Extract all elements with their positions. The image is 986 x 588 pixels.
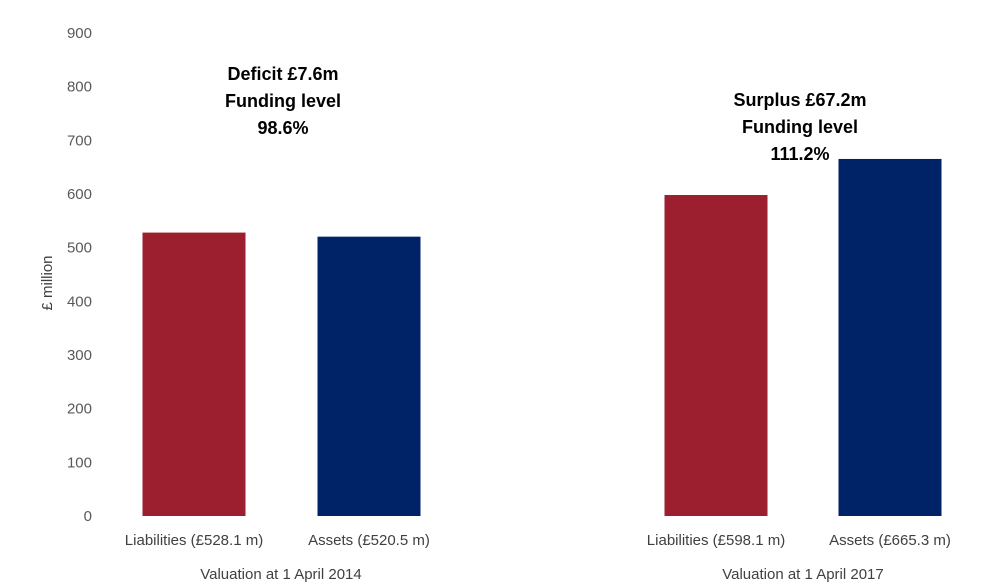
y-tick-label: 400: [67, 293, 92, 310]
bar-assets: [838, 158, 942, 516]
annotation-line: Deficit £7.6m: [227, 64, 338, 84]
y-tick-label: 200: [67, 401, 92, 418]
bars: [142, 158, 942, 517]
y-tick-label: 700: [67, 132, 92, 149]
y-tick-label: 300: [67, 347, 92, 364]
y-tick-label: 900: [67, 25, 92, 42]
bar-assets: [317, 236, 421, 517]
category-labels: Liabilities (£528.1 m) Assets (£520.5 m) L…: [125, 532, 951, 549]
group-labels: Valuation at 1 April 2014 Valuation at 1 …: [200, 566, 884, 583]
bar-liabilities: [142, 232, 246, 516]
bar-liabilities: [664, 195, 768, 517]
y-tick-label: 800: [67, 79, 92, 96]
y-axis-ticks: 0 100 200 300 400 500 600 700 800 900: [67, 25, 92, 525]
category-label: Liabilities (£598.1 m): [647, 532, 785, 549]
y-tick-label: 0: [84, 508, 92, 525]
y-axis-title: £ million: [39, 255, 56, 310]
annotations: Deficit £7.6m Funding level 98.6% Surplus £…: [225, 64, 867, 164]
annotation-line: Funding level: [225, 91, 341, 111]
category-label: Liabilities (£528.1 m): [125, 532, 263, 549]
group-label: Valuation at 1 April 2017: [722, 566, 884, 583]
y-tick-label: 500: [67, 240, 92, 257]
category-label: Assets (£665.3 m): [829, 532, 951, 549]
y-tick-label: 600: [67, 186, 92, 203]
category-label: Assets (£520.5 m): [308, 532, 430, 549]
annotation-line: 111.2%: [770, 144, 829, 164]
annotation-line: 98.6%: [257, 118, 308, 138]
y-tick-label: 100: [67, 454, 92, 471]
group-label: Valuation at 1 April 2014: [200, 566, 362, 583]
annotation-line: Funding level: [742, 117, 858, 137]
annotation-line: Surplus £67.2m: [733, 90, 866, 110]
